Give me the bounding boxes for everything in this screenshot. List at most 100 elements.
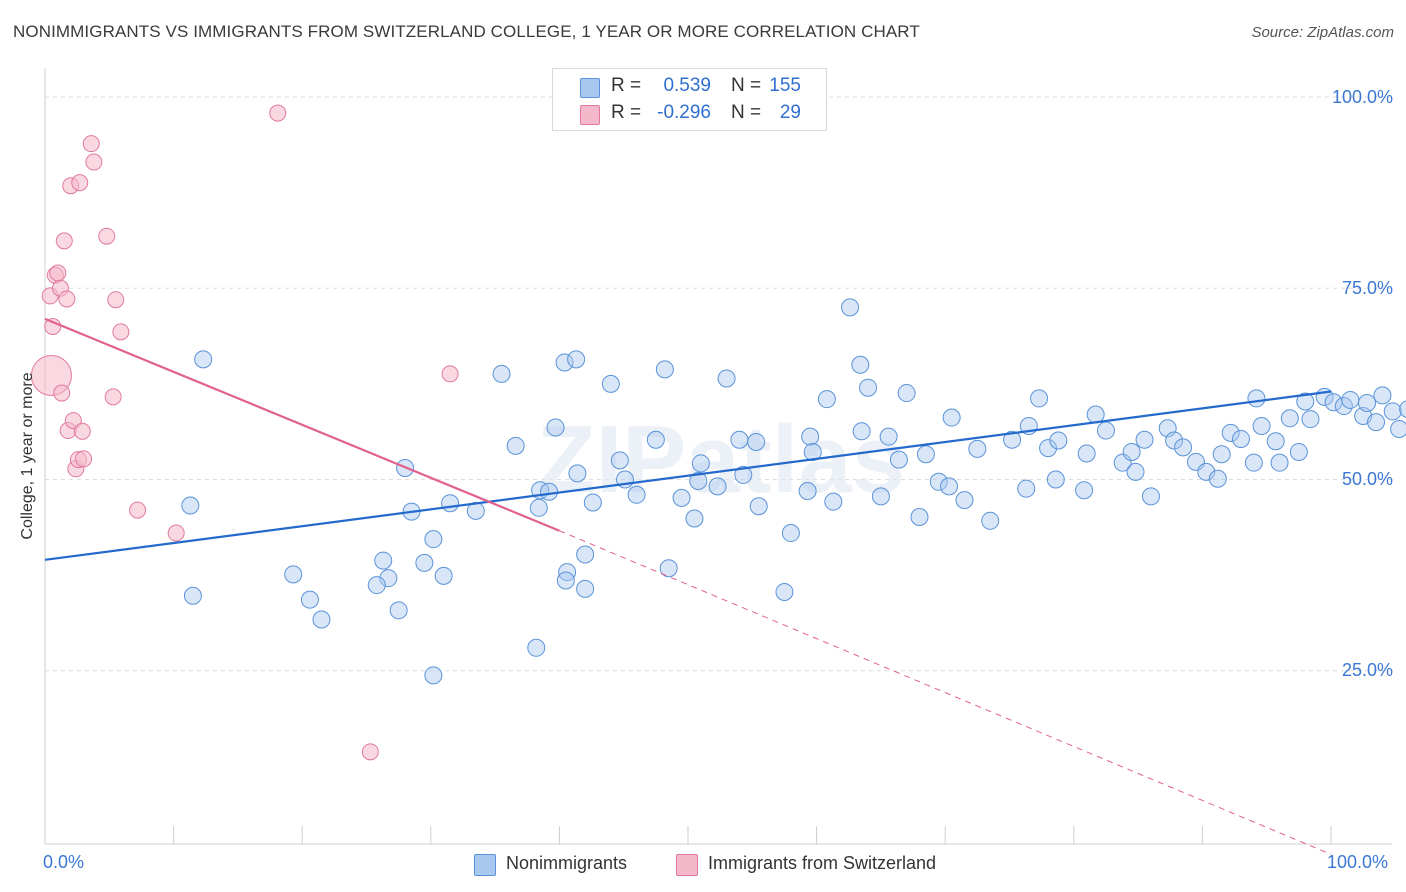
legend-swatch-pink [580, 105, 600, 125]
data-point-switzerland [269, 104, 287, 122]
data-point-nonimmigrants [576, 579, 595, 598]
data-point-nonimmigrants [734, 465, 753, 484]
data-point-nonimmigrants [1046, 470, 1065, 489]
data-point-nonimmigrants [1289, 442, 1308, 461]
data-point-nonimmigrants [1252, 416, 1271, 435]
data-point-nonimmigrants [1208, 469, 1227, 488]
legend-swatch-pink [676, 854, 698, 876]
data-point-nonimmigrants [730, 430, 749, 449]
data-point-nonimmigrants [708, 477, 727, 496]
data-point-switzerland [98, 227, 116, 245]
data-point-nonimmigrants [1266, 432, 1285, 451]
data-point-nonimmigrants [655, 360, 674, 379]
data-point-nonimmigrants [389, 601, 408, 620]
data-point-nonimmigrants [916, 445, 935, 464]
grid-layer [44, 68, 1392, 845]
legend-n-value: 29 [779, 102, 801, 123]
data-point-nonimmigrants [803, 442, 822, 461]
data-point-nonimmigrants [852, 422, 871, 441]
data-point-switzerland [112, 323, 130, 341]
data-point-nonimmigrants [955, 491, 974, 510]
data-point-nonimmigrants [300, 590, 319, 609]
source-label: Source: ZipAtlas.com [1251, 24, 1394, 41]
data-point-nonimmigrants [367, 576, 386, 595]
data-point-nonimmigrants [181, 496, 200, 515]
data-point-nonimmigrants [1135, 430, 1154, 449]
data-point-nonimmigrants [781, 524, 800, 543]
data-point-nonimmigrants [851, 355, 870, 374]
data-point-nonimmigrants [312, 610, 331, 629]
data-point-switzerland [82, 135, 100, 153]
data-point-nonimmigrants [1165, 431, 1184, 450]
y-tick-label: 25.0% [1341, 660, 1393, 680]
data-point-nonimmigrants [646, 430, 665, 449]
data-point-nonimmigrants [981, 511, 1000, 530]
legend-label: Immigrants from Switzerland [708, 853, 937, 873]
data-point-nonimmigrants [576, 545, 595, 564]
legend-n-label: N = [731, 102, 762, 123]
data-point-switzerland [107, 291, 125, 309]
data-point-switzerland [361, 743, 379, 761]
x-tick-label: 100.0% [1327, 852, 1389, 872]
data-point-nonimmigrants [841, 298, 860, 317]
legend-r-value: 0.539 [663, 75, 711, 96]
data-point-nonimmigrants [1367, 413, 1386, 432]
data-point-nonimmigrants [546, 418, 565, 437]
x-tick-label: 0.0% [43, 852, 85, 872]
data-point-nonimmigrants [798, 481, 817, 500]
data-point-switzerland [73, 422, 91, 440]
data-point-switzerland [53, 384, 71, 402]
data-point-nonimmigrants [284, 565, 303, 584]
data-point-nonimmigrants [689, 472, 708, 491]
data-point-nonimmigrants [1030, 389, 1049, 408]
data-point-nonimmigrants [1341, 390, 1360, 409]
data-point-nonimmigrants [859, 378, 878, 397]
y-tick-label: 100.0% [1331, 87, 1393, 107]
legend-r-label: R = [611, 75, 642, 96]
y-axis-title: College, 1 year or more [19, 372, 36, 540]
data-point-nonimmigrants [942, 408, 961, 427]
legend-n-value: 155 [769, 75, 801, 96]
data-point-nonimmigrants [940, 477, 959, 496]
data-point-nonimmigrants [374, 551, 393, 570]
watermark: ZIPatlas [537, 406, 905, 513]
data-point-nonimmigrants [1075, 481, 1094, 500]
data-point-switzerland [129, 501, 147, 519]
data-point-nonimmigrants [441, 494, 460, 513]
legend-row-switzerland: R = -0.296 N = 29 [553, 100, 826, 128]
data-point-nonimmigrants [540, 482, 559, 501]
legend-swatch-blue [474, 854, 496, 876]
data-point-nonimmigrants [379, 569, 398, 588]
data-point-nonimmigrants [910, 507, 929, 526]
data-point-nonimmigrants [1221, 423, 1240, 442]
data-point-nonimmigrants [1247, 389, 1266, 408]
data-point-nonimmigrants [749, 497, 768, 516]
trend-line-switzerland [44, 317, 560, 532]
correlation-legend: R = 0.539 N = 155 R = -0.296 N = 29 [552, 68, 827, 131]
data-point-nonimmigrants [1077, 444, 1096, 463]
data-point-nonimmigrants [1296, 392, 1315, 411]
data-point-nonimmigrants [1358, 394, 1377, 412]
data-point-nonimmigrants [1086, 405, 1105, 424]
legend-r-value: -0.296 [657, 102, 711, 123]
data-point-nonimmigrants [424, 666, 443, 685]
data-point-nonimmigrants [824, 492, 843, 511]
data-point-nonimmigrants [194, 350, 213, 369]
data-point-nonimmigrants [1122, 442, 1141, 461]
trend-layer [44, 317, 1332, 855]
data-point-nonimmigrants [879, 427, 898, 446]
data-point-nonimmigrants [871, 487, 890, 506]
trend-line-switzerland-extension [559, 530, 1332, 855]
data-point-nonimmigrants [897, 384, 916, 403]
data-point-nonimmigrants [1383, 402, 1402, 421]
data-point-switzerland [104, 388, 122, 406]
data-point-nonimmigrants [434, 566, 453, 585]
data-point-nonimmigrants [627, 485, 646, 504]
data-point-nonimmigrants [1096, 421, 1115, 440]
data-point-nonimmigrants [1399, 400, 1406, 418]
data-point-switzerland [85, 153, 103, 171]
data-point-nonimmigrants [685, 509, 704, 528]
data-point-nonimmigrants [1270, 453, 1289, 472]
data-point-nonimmigrants [567, 350, 586, 369]
data-point-nonimmigrants [529, 498, 548, 517]
